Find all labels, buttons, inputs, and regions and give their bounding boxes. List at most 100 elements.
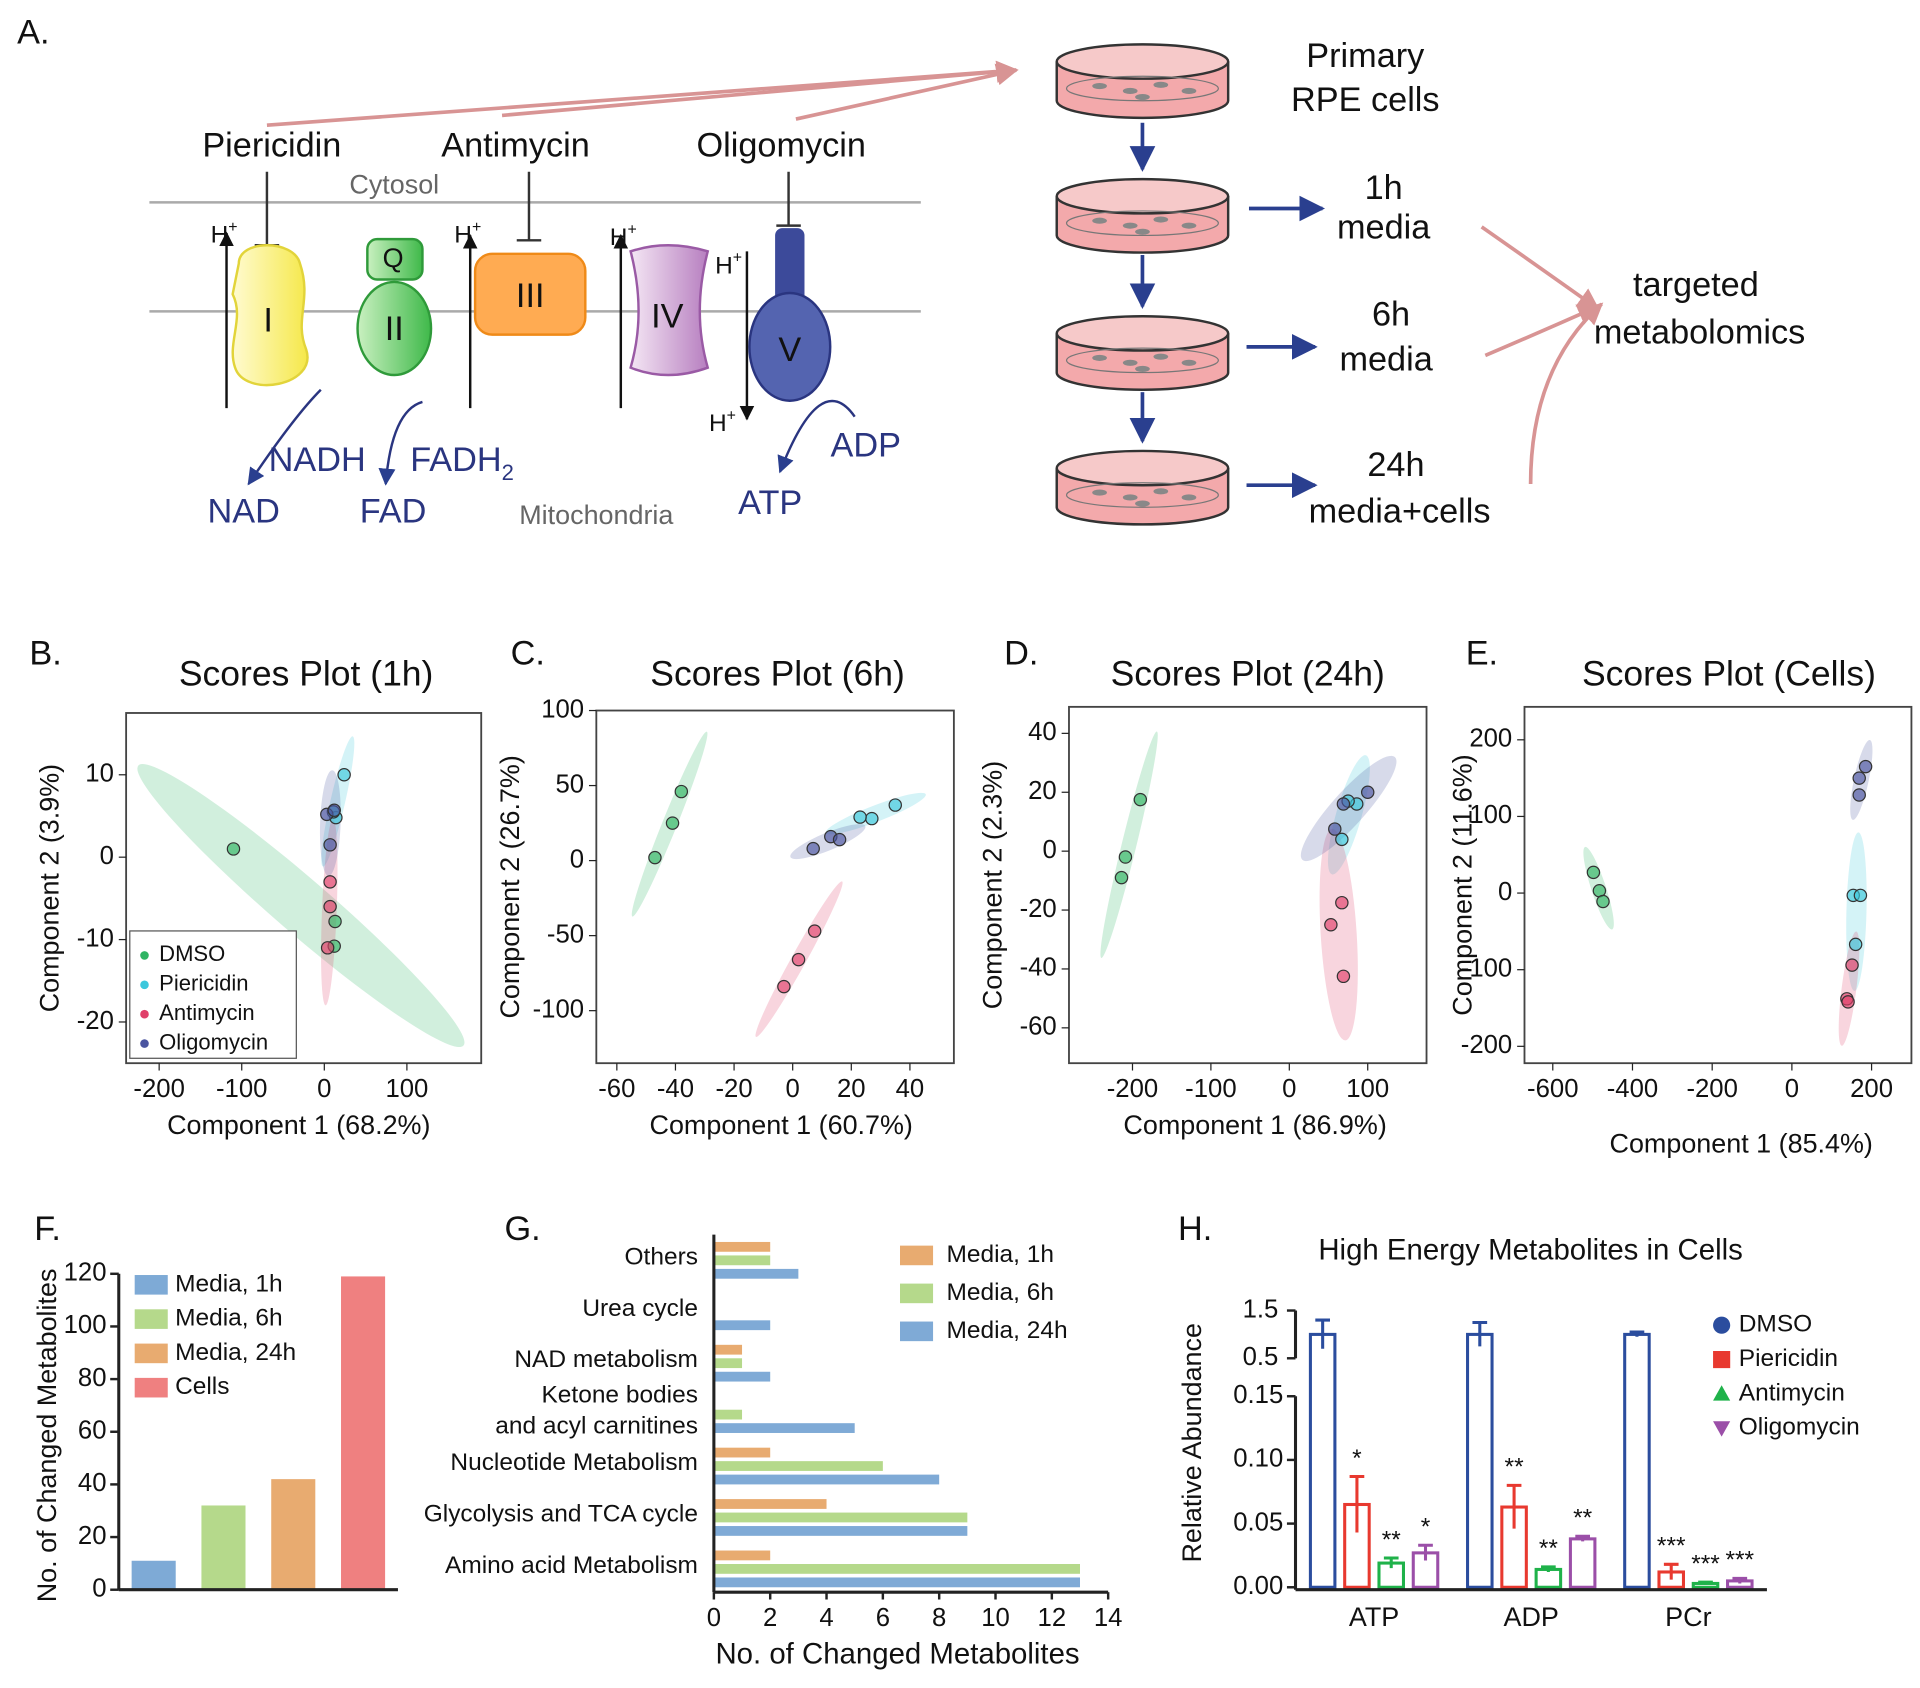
x-tick-label: 2 bbox=[763, 1604, 777, 1632]
legend-swatch bbox=[900, 1245, 934, 1266]
legend-label: Oligomycin bbox=[1739, 1414, 1860, 1441]
proton-label: H+ bbox=[709, 408, 736, 438]
legend-label: Cells bbox=[175, 1373, 229, 1400]
metabolite-sub: 2 bbox=[502, 460, 514, 485]
data-point bbox=[1586, 865, 1601, 880]
x-tick-label: -100 bbox=[1185, 1075, 1236, 1103]
y-tick-label: 200 bbox=[1469, 725, 1512, 753]
x-tick-label: 0 bbox=[317, 1075, 331, 1103]
legend-label: Media, 6h bbox=[175, 1305, 282, 1332]
data-point bbox=[323, 838, 337, 852]
x-tick-label: ATP bbox=[1349, 1602, 1399, 1632]
y-tick-label: 80 bbox=[78, 1364, 107, 1392]
y-axis-label: No. of Changed Metabolites bbox=[32, 1269, 62, 1603]
error-bar bbox=[1506, 1483, 1522, 1529]
complex-label: IV bbox=[651, 298, 684, 336]
legend-box bbox=[129, 930, 297, 1059]
plot-frame bbox=[1523, 705, 1913, 1065]
y-tick-label: 1.5 bbox=[1243, 1295, 1279, 1323]
data-point bbox=[1324, 918, 1338, 932]
error-bar bbox=[1629, 1330, 1645, 1337]
y-tick-label: -100 bbox=[533, 995, 584, 1023]
x-axis-label: Component 1 (85.4%) bbox=[1610, 1128, 1873, 1158]
legend-swatch bbox=[900, 1321, 934, 1342]
proton-label: H+ bbox=[454, 219, 481, 249]
bar bbox=[713, 1423, 855, 1433]
plot-frame bbox=[1068, 705, 1428, 1065]
pathway-diagram: Piericidin Antimycin Oligomycin Cytosol … bbox=[149, 37, 1805, 530]
x-tick-label: 100 bbox=[1346, 1075, 1389, 1103]
legend-label: Piericidin bbox=[1739, 1345, 1838, 1372]
y-tick-label: 10 bbox=[85, 760, 114, 788]
data-point bbox=[328, 914, 342, 929]
x-tick-label: 20 bbox=[837, 1075, 866, 1103]
x-axis-label: Component 1 (86.9%) bbox=[1123, 1110, 1386, 1140]
metabolite-label: ADP bbox=[830, 426, 900, 464]
y-axis-label: Component 2 (11.6%) bbox=[1448, 754, 1478, 1015]
y-tick-label: 0 bbox=[100, 842, 114, 870]
sample-label: 24h bbox=[1367, 446, 1424, 484]
bar bbox=[713, 1550, 771, 1561]
data-point bbox=[1336, 797, 1351, 811]
data-point bbox=[1336, 969, 1351, 984]
category-label: Ketone bodies bbox=[541, 1382, 697, 1409]
sample-label: media+cells bbox=[1309, 492, 1491, 530]
y-tick-label: 50 bbox=[555, 770, 584, 798]
analysis-label: targeted bbox=[1633, 266, 1759, 304]
category-label: and acyl carnitines bbox=[495, 1412, 698, 1439]
compartment-label: Cytosol bbox=[349, 170, 439, 200]
data-point bbox=[853, 810, 867, 824]
confidence-ellipse bbox=[137, 764, 465, 1048]
sample-label: media bbox=[1337, 208, 1431, 246]
data-point bbox=[1841, 995, 1855, 1009]
data-point bbox=[1845, 958, 1859, 972]
y-tick-label: 0.15 bbox=[1233, 1381, 1283, 1409]
plot-frame bbox=[595, 709, 955, 1065]
inhibitor-label: Piericidin bbox=[202, 126, 341, 164]
chart-title: Scores Plot (1h) bbox=[179, 654, 434, 694]
complex-label: I bbox=[263, 301, 273, 339]
x-axis-label: Component 1 (68.2%) bbox=[167, 1110, 430, 1140]
bar bbox=[713, 1320, 771, 1331]
metabolite-label: ATP bbox=[738, 484, 802, 522]
proton-label: H+ bbox=[715, 250, 742, 280]
y-tick-label: -20 bbox=[1020, 895, 1057, 923]
y-tick-label: 100 bbox=[1469, 801, 1512, 829]
complex-label: V bbox=[778, 331, 801, 369]
data-point bbox=[1360, 785, 1375, 799]
data-point bbox=[1133, 792, 1148, 807]
legend-swatch bbox=[900, 1283, 934, 1304]
x-axis-label: Component 1 (60.7%) bbox=[650, 1110, 913, 1140]
data-point bbox=[1852, 788, 1866, 802]
confidence-ellipse bbox=[1319, 828, 1358, 1041]
data-point bbox=[674, 784, 689, 799]
significance-label: ** bbox=[1539, 1535, 1559, 1562]
data-point bbox=[777, 979, 791, 994]
bar bbox=[713, 1526, 968, 1536]
y-tick-label: 20 bbox=[1028, 777, 1057, 805]
legend-swatch bbox=[134, 1275, 168, 1295]
data-point bbox=[327, 803, 341, 817]
panel-label: F. bbox=[34, 1210, 61, 1248]
panel-label: B. bbox=[29, 634, 61, 672]
panel-label: A. bbox=[17, 14, 49, 52]
data-point bbox=[1335, 832, 1349, 847]
x-axis-label: No. of Changed Metabolites bbox=[715, 1638, 1079, 1671]
legend-marker bbox=[1713, 1385, 1731, 1401]
x-tick-label: -200 bbox=[133, 1075, 184, 1103]
proton-sup: + bbox=[627, 222, 636, 239]
significance-label: ** bbox=[1505, 1454, 1525, 1481]
proton-base: H bbox=[454, 222, 472, 249]
error-bar bbox=[1472, 1320, 1488, 1347]
bar bbox=[131, 1560, 176, 1590]
x-tick-label: 100 bbox=[385, 1075, 428, 1103]
sample-label: 1h bbox=[1365, 169, 1403, 207]
proton-sup: + bbox=[733, 250, 742, 267]
data-point bbox=[1596, 894, 1610, 909]
y-axis-label: Relative Abundance bbox=[1177, 1323, 1207, 1562]
y-tick-label: 40 bbox=[1028, 718, 1057, 746]
data-point bbox=[665, 816, 680, 830]
y-tick-label: 0 bbox=[1498, 878, 1512, 906]
x-tick-label: ADP bbox=[1504, 1602, 1559, 1632]
error-bar bbox=[1575, 1534, 1590, 1542]
